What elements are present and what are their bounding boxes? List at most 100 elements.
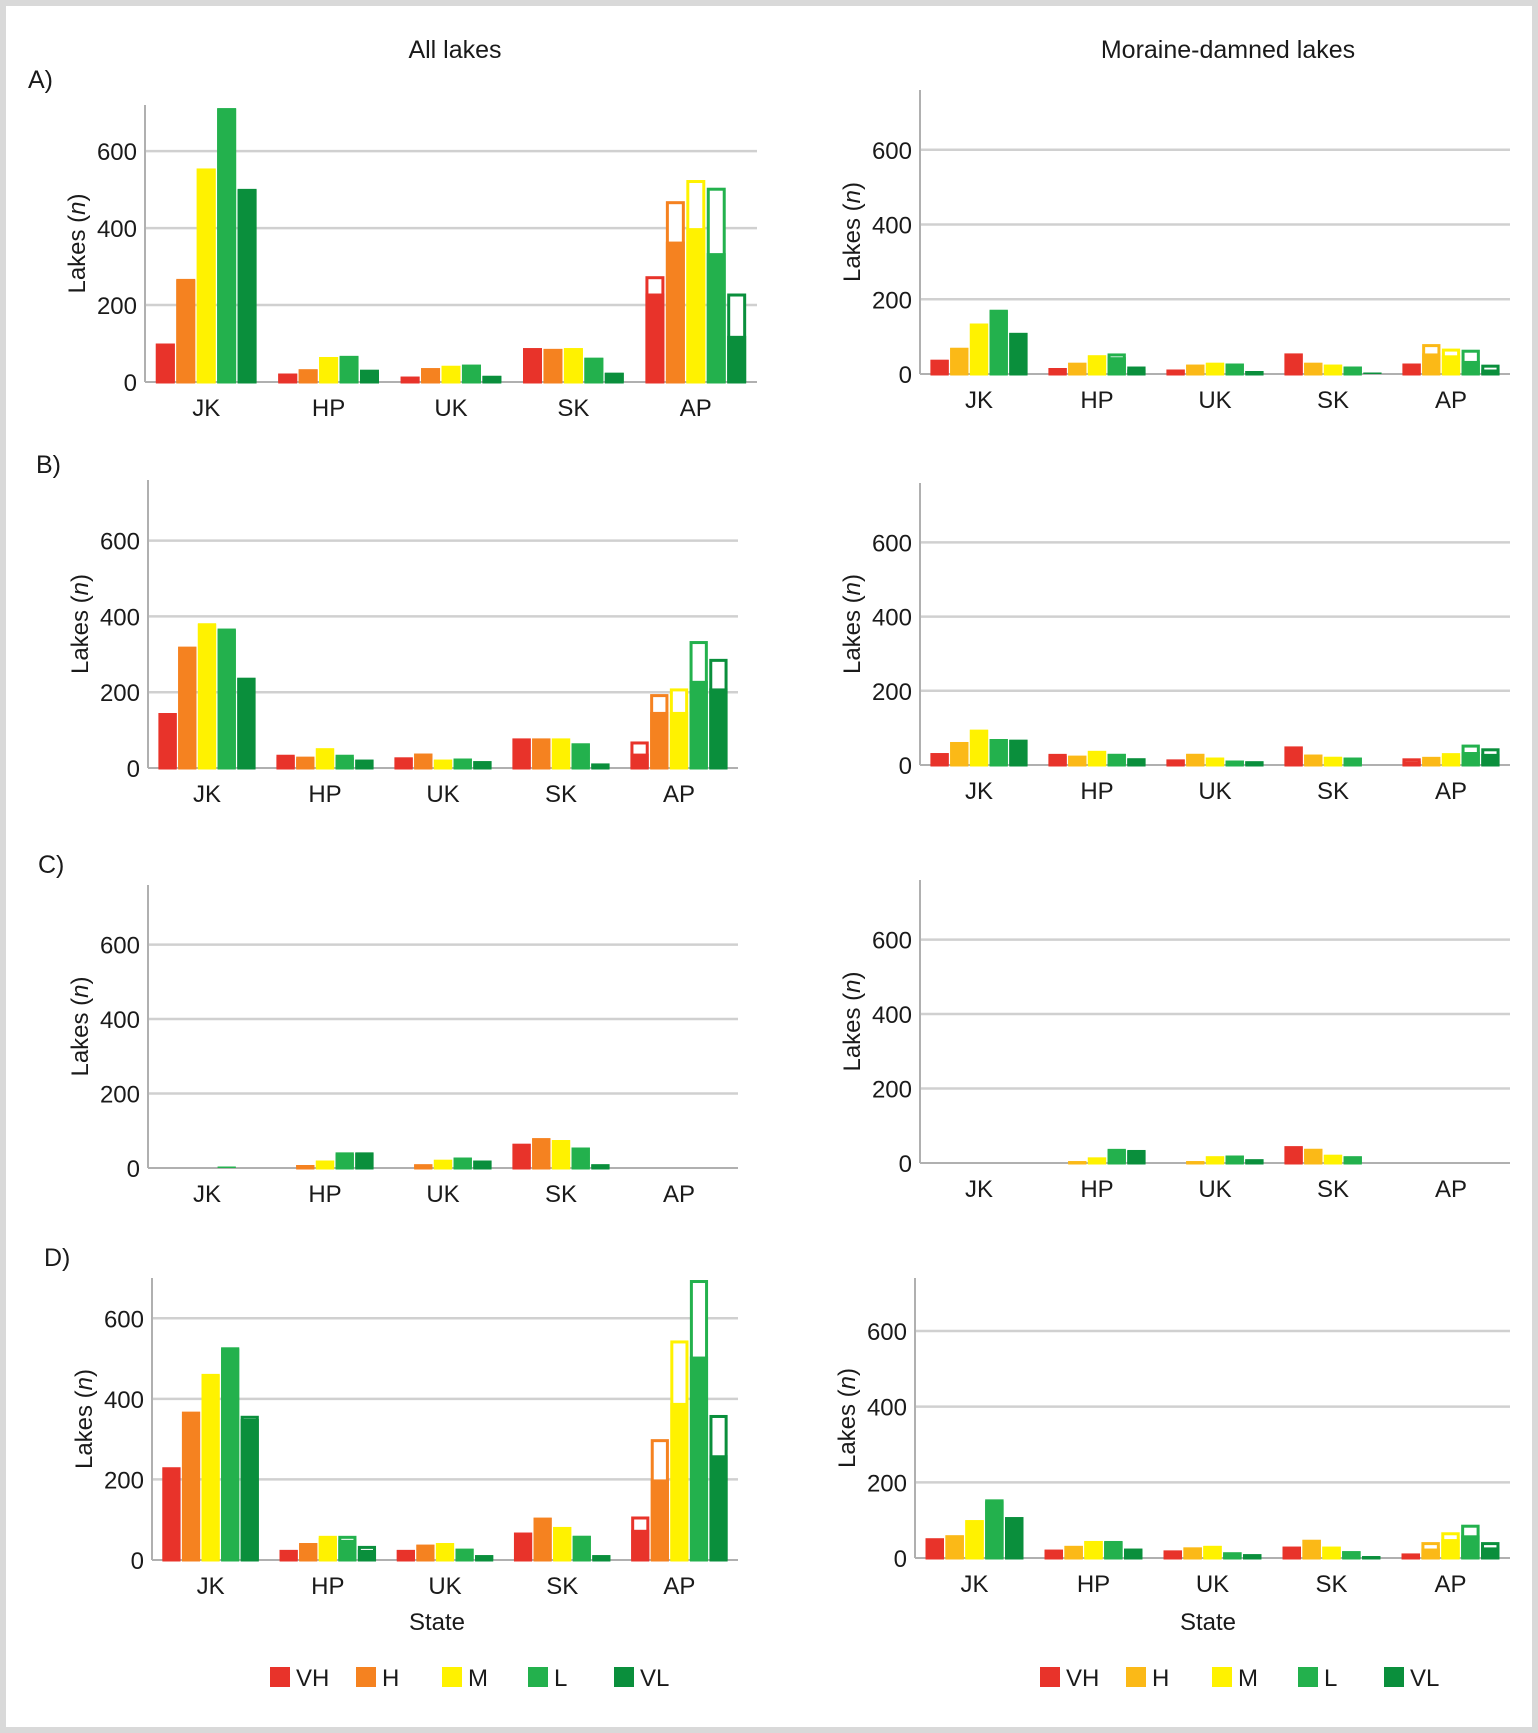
x-tick-label: UK (426, 1181, 459, 1208)
bar-m-uk (433, 1159, 453, 1168)
bar-l-ap (1461, 752, 1480, 765)
bar-vh-ap (631, 1529, 650, 1560)
bar-l-hp (1107, 753, 1126, 765)
bar-m-sk (1323, 364, 1343, 374)
legend-swatch-vl (614, 1667, 634, 1687)
bar-vh-uk (400, 376, 420, 382)
x-tick-label: UK (428, 1573, 461, 1600)
bar-h-hp (1068, 1161, 1087, 1163)
bar-vl-hp (359, 372, 379, 382)
legend-label-vl: VL (1410, 1665, 1439, 1692)
bar-l-uk (461, 364, 481, 382)
bar-h-jk (181, 1411, 201, 1560)
y-axis-label: Lakes (n) (64, 193, 91, 293)
bar-h-uk (414, 1164, 433, 1168)
bar-vl-ap (1481, 753, 1500, 765)
bar-vl-hp (357, 1549, 377, 1560)
x-tick-label: SK (546, 1573, 578, 1600)
y-tick-label: 400 (100, 1007, 140, 1034)
bar-m-hp (315, 748, 335, 768)
figure-frame (6, 6, 1532, 1727)
x-tick-label: JK (965, 778, 993, 805)
bar-h-hp (299, 1543, 318, 1560)
bar-vh-jk (155, 343, 175, 382)
bar-vl-uk (1245, 761, 1264, 765)
bar-vh-sk (513, 1532, 533, 1560)
y-tick-label: 0 (899, 362, 912, 389)
y-axis-label: Lakes (n) (839, 971, 866, 1071)
column-title-all-lakes: All lakes (408, 36, 501, 64)
legend-swatch-m (1212, 1667, 1232, 1687)
bar-h-sk (532, 1138, 551, 1168)
y-tick-label: 200 (104, 1467, 144, 1494)
bar-l-sk (584, 357, 604, 382)
bar-h-uk (1186, 1161, 1205, 1163)
bar-vh-ap (630, 753, 649, 768)
row-label-c: C) (38, 851, 64, 879)
bar-vh-jk (925, 1538, 944, 1558)
x-tick-label: SK (557, 395, 589, 422)
x-tick-label: JK (960, 1571, 988, 1598)
bar-vl-ap (709, 1455, 728, 1560)
bar-l-sk (572, 1535, 591, 1560)
bar-vh-jk (162, 1467, 181, 1560)
bar-vl-sk (1362, 1556, 1381, 1558)
bar-vh-hp (278, 373, 298, 382)
x-tick-label: HP (312, 395, 345, 422)
x-tick-label: JK (192, 395, 220, 422)
bar-h-jk (176, 280, 196, 382)
bar-vl-hp (355, 759, 374, 768)
bar-h-jk (950, 347, 969, 374)
bar-h-uk (416, 1544, 435, 1560)
y-tick-label: 0 (899, 753, 912, 780)
bar-m-ap (1441, 755, 1461, 765)
y-tick-label: 200 (872, 287, 912, 314)
x-axis-label-right: State (1180, 1609, 1236, 1636)
bar-l-jk (221, 1348, 240, 1560)
y-axis-label: Lakes (n) (839, 574, 866, 674)
bar-vh-jk (930, 359, 949, 374)
legend-label-l: L (1324, 1665, 1337, 1692)
bar-l-uk (453, 758, 472, 768)
bar-h-uk (1186, 364, 1205, 374)
y-tick-label: 400 (872, 213, 912, 240)
bar-m-uk (435, 1543, 455, 1560)
y-tick-label: 200 (100, 1082, 140, 1109)
y-tick-label: 600 (100, 529, 140, 556)
bar-l-uk (1225, 1155, 1244, 1163)
bar-vh-jk (158, 713, 177, 768)
x-tick-label: SK (1317, 1176, 1349, 1203)
bar-h-hp (296, 758, 315, 768)
bar-l-hp (1107, 357, 1126, 374)
y-tick-label: 400 (97, 216, 137, 243)
bar-l-sk (571, 1147, 590, 1168)
row-label-a: A) (28, 66, 53, 94)
bar-l-ap (706, 253, 726, 382)
bar-vh-uk (1163, 1550, 1182, 1558)
bar-h-ap (1422, 353, 1441, 374)
bar-vl-hp (1127, 1151, 1146, 1163)
bar-vl-jk (240, 1419, 259, 1560)
x-tick-label: UK (1196, 1571, 1229, 1598)
bar-vh-uk (396, 1549, 415, 1560)
bar-h-hp (296, 1165, 315, 1168)
bar-m-uk (1203, 1545, 1222, 1558)
bar-m-jk (965, 1520, 984, 1558)
bar-h-ap (1422, 759, 1441, 765)
bar-l-jk (217, 108, 237, 382)
legend-swatch-l (1298, 1667, 1318, 1687)
x-tick-label: AP (663, 1573, 695, 1600)
y-tick-label: 0 (899, 1151, 912, 1178)
y-tick-label: 400 (872, 605, 912, 632)
y-tick-label: 0 (131, 1548, 144, 1575)
bar-m-uk (1205, 1156, 1225, 1163)
x-tick-label: JK (965, 387, 993, 414)
bar-l-uk (1225, 760, 1244, 765)
bar-vh-sk (1284, 746, 1303, 765)
bar-vl-ap (1481, 369, 1500, 374)
bar-m-ap (669, 711, 689, 768)
bar-m-uk (441, 365, 461, 382)
